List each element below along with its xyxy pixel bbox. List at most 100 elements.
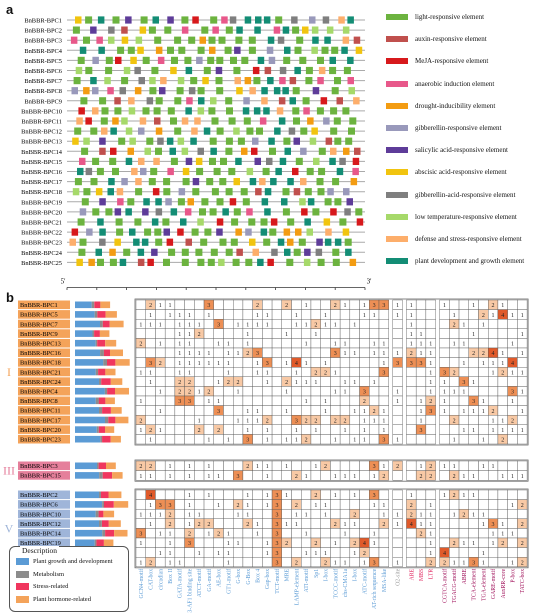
cis-element-box bbox=[275, 16, 283, 24]
composition-bar-segment bbox=[75, 359, 104, 366]
cis-element-box bbox=[318, 147, 326, 155]
heatmap-cell bbox=[449, 376, 460, 387]
heatmap-cell bbox=[439, 319, 450, 330]
cis-element-box bbox=[234, 77, 241, 85]
cis-element-box bbox=[181, 258, 189, 266]
heatmap-cell bbox=[339, 319, 351, 330]
heatmap-cell-value: 2 bbox=[521, 522, 524, 528]
heatmap-cell bbox=[425, 489, 436, 500]
cis-element-box bbox=[311, 46, 318, 54]
heatmap-cell-value: 2 bbox=[482, 313, 485, 319]
heatmap-cell-value: 1 bbox=[429, 390, 432, 396]
heatmap-cell bbox=[135, 376, 146, 387]
cis-element-box bbox=[180, 218, 187, 226]
heatmap-cell-value: 3 bbox=[159, 503, 162, 509]
heatmap-cell bbox=[310, 405, 321, 416]
cis-element-box bbox=[201, 198, 209, 206]
legend-item: plant development and growth element bbox=[386, 256, 524, 266]
heatmap-cell-value: 1 bbox=[443, 493, 446, 499]
cis-element-box bbox=[299, 198, 306, 206]
heatmap-cell bbox=[184, 299, 195, 310]
heatmap-cell-value: 1 bbox=[511, 532, 514, 538]
heatmap-cell-value: 1 bbox=[462, 390, 465, 396]
heatmap-cell bbox=[155, 557, 166, 568]
heatmap-cell-value: 1 bbox=[256, 322, 259, 328]
cis-element-box bbox=[323, 117, 330, 125]
gene-name-cell bbox=[18, 367, 70, 377]
heatmap-cell-value: 1 bbox=[482, 512, 485, 518]
cis-element-box bbox=[155, 238, 163, 246]
heatmap-cell bbox=[145, 395, 156, 406]
heatmap-cell bbox=[174, 489, 185, 500]
element-name-label: G-Box bbox=[246, 569, 252, 585]
cis-element-box bbox=[343, 66, 351, 75]
cis-element-box bbox=[252, 66, 260, 75]
heatmap-cell bbox=[271, 395, 282, 406]
cis-element-box bbox=[181, 147, 189, 155]
heatmap-cell-value: 1 bbox=[429, 351, 432, 357]
heatmap-cell bbox=[378, 319, 389, 330]
heatmap-cell-value: 1 bbox=[266, 503, 269, 509]
cis-element-box bbox=[165, 198, 172, 206]
heatmap-cell-value: 1 bbox=[443, 464, 446, 470]
gene-name-cell bbox=[18, 348, 70, 358]
heatmap-cell-value: 2 bbox=[314, 370, 317, 376]
heatmap-cell-value: 1 bbox=[295, 438, 298, 444]
cis-element-box bbox=[69, 238, 76, 246]
cis-element-box bbox=[287, 218, 295, 226]
heatmap-cell-value: 1 bbox=[420, 512, 423, 518]
heatmap-cell bbox=[232, 299, 244, 310]
cis-element-box bbox=[90, 178, 98, 186]
heatmap-cell-value: 2 bbox=[295, 560, 298, 566]
heatmap-cell-value: 1 bbox=[188, 522, 191, 528]
heatmap-cell bbox=[488, 508, 499, 519]
composition-bar-segment bbox=[96, 426, 99, 433]
heatmap-cell bbox=[232, 518, 244, 529]
heatmap-cell-value: 1 bbox=[169, 303, 172, 309]
cis-element-box bbox=[210, 16, 218, 24]
heatmap-cell-value: 2 bbox=[285, 380, 288, 386]
heatmap-cell bbox=[232, 328, 244, 339]
heatmap-cell bbox=[320, 299, 331, 310]
heatmap-cell bbox=[415, 366, 427, 377]
heatmap-cell bbox=[517, 434, 528, 445]
heatmap-cell bbox=[174, 299, 185, 310]
element-name-label: circadian bbox=[158, 569, 164, 590]
element-name-label: AuxRR-core bbox=[501, 568, 507, 598]
cis-element-box bbox=[210, 97, 217, 105]
cis-element-box bbox=[174, 127, 182, 135]
heatmap-cell bbox=[223, 319, 234, 330]
composition-bar-segment bbox=[108, 416, 116, 424]
heatmap-cell bbox=[301, 557, 312, 568]
heatmap-cell-value: 1 bbox=[237, 418, 240, 424]
cis-element-box bbox=[299, 56, 307, 64]
heatmap-cell bbox=[478, 328, 489, 339]
heatmap-cell-value: 1 bbox=[521, 370, 524, 376]
element-name-label: ABRE bbox=[462, 568, 468, 584]
heatmap-cell-value: 2 bbox=[396, 464, 399, 470]
composition-bar-segment bbox=[96, 539, 104, 547]
cis-element-box bbox=[273, 26, 281, 34]
heatmap-cell bbox=[369, 518, 380, 529]
heatmap-cell-value: 1 bbox=[396, 351, 399, 357]
composition-bar-segment bbox=[101, 378, 111, 385]
cis-element-box bbox=[77, 56, 85, 64]
cis-element-box bbox=[99, 228, 106, 236]
heatmap-cell bbox=[507, 518, 518, 529]
heatmap-cell-value: 1 bbox=[501, 532, 504, 538]
category-label: Plant growth and development bbox=[196, 613, 301, 615]
gene-label: BnBBR-BPC2 bbox=[24, 28, 62, 35]
category-label: Stress-related bbox=[405, 613, 452, 615]
heatmap-cell-value: 1 bbox=[472, 541, 475, 547]
heatmap-cell bbox=[232, 405, 244, 416]
heatmap-cell-value: 3 bbox=[511, 390, 514, 396]
cis-element-box bbox=[153, 157, 160, 165]
legend-label: abscisic acid-responsive element bbox=[415, 168, 507, 177]
cis-element-box bbox=[188, 36, 196, 44]
heatmap-cell-value: 1 bbox=[420, 399, 423, 405]
heatmap-cell bbox=[406, 470, 417, 481]
heatmap-cell bbox=[145, 405, 156, 416]
heatmap-cell-value: 1 bbox=[314, 428, 317, 434]
cis-element-box bbox=[166, 137, 174, 145]
cis-element-box bbox=[236, 26, 243, 34]
